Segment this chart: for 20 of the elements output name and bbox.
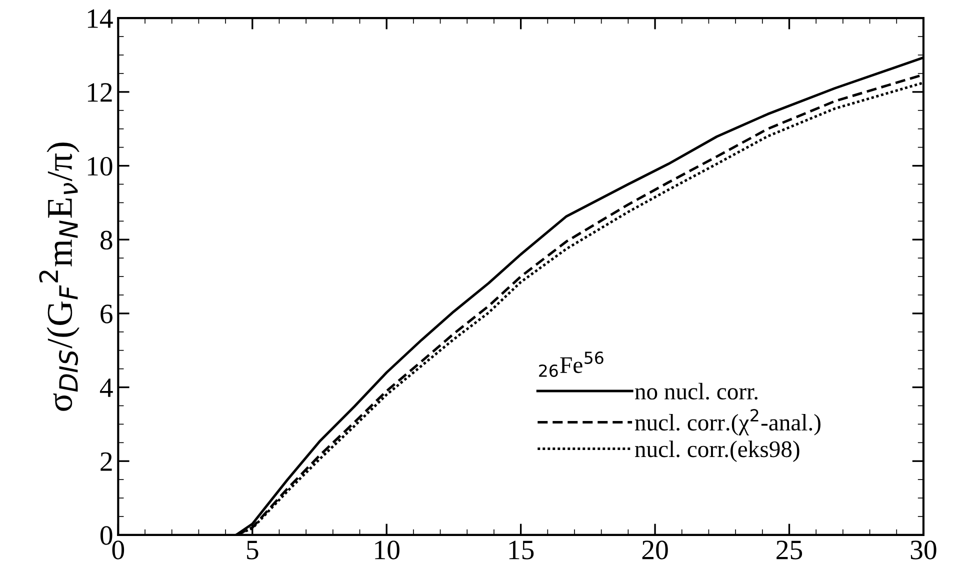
x-tick-label: 20: [642, 540, 668, 560]
legend-title: $_{26}$Fe$^{56}$: [539, 352, 604, 377]
y-tick-label: 12: [88, 83, 112, 102]
x-tick-label: 10: [375, 540, 400, 560]
legend-label: nucl. corr.(χ$^{2}$-anal.): [634, 409, 820, 436]
y-tick-label: 6: [100, 304, 112, 324]
legend-label: no nucl. corr.: [634, 382, 758, 400]
y-tick-label: 14: [88, 9, 113, 28]
x-tick-label: 30: [910, 540, 936, 560]
y-tick-label: 10: [88, 156, 112, 176]
x-tick-label: 0: [112, 540, 124, 560]
text: σ$_{DIS}$/(G$_{F}$$^{2}$m$_{N}$E$_{ν}$/π): [39, 142, 80, 411]
x-tick-label: 5: [247, 540, 258, 560]
x-tick-label: 25: [776, 540, 802, 560]
x-tick-label: 15: [509, 540, 534, 560]
legend-label: nucl. corr.(eks98): [634, 440, 800, 462]
y-tick-label: 8: [100, 230, 112, 250]
y-tick-label: 4: [100, 378, 113, 397]
y-tick-label: 0: [100, 526, 112, 545]
y-tick-label: 2: [100, 452, 112, 471]
